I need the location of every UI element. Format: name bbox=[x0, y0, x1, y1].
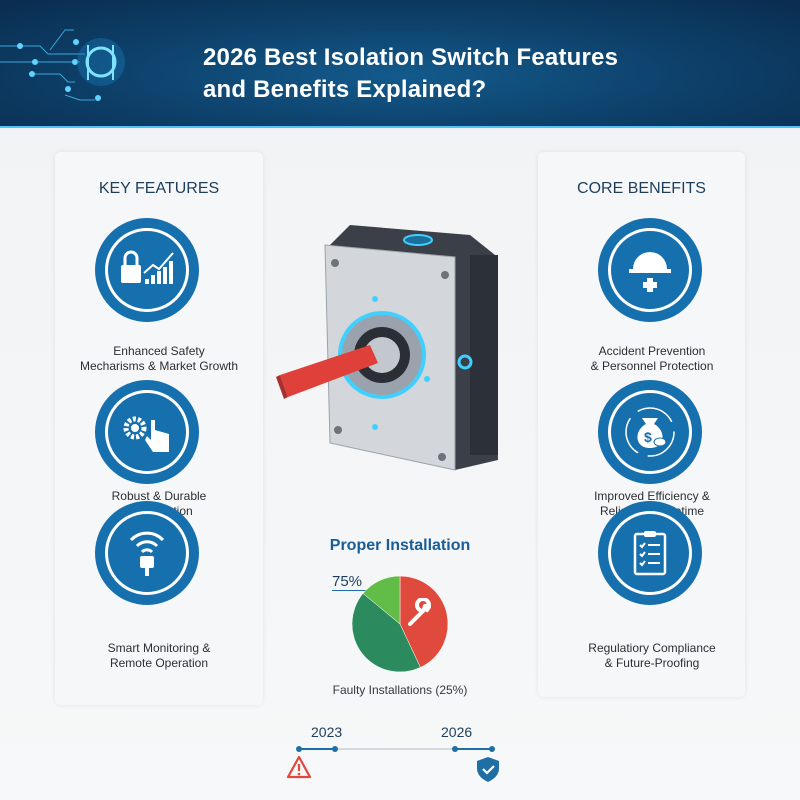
feature-label-1: Enhanced Safety Mecharisms & Market Growt… bbox=[79, 344, 239, 373]
feature-label-3: Smart Monitoring & Remote Operation bbox=[107, 641, 211, 670]
lock-growth-icon bbox=[95, 218, 199, 322]
key-features-card: KEY FEATURES Enhanced Safety Mecharisms &… bbox=[55, 152, 263, 705]
money-bag-leaf-icon: $ bbox=[598, 380, 702, 484]
timeline bbox=[286, 746, 499, 782]
gear-hand-icon bbox=[95, 380, 199, 484]
core-benefits-card: CORE BENEFITS Accident Prevention & Perso… bbox=[538, 152, 745, 697]
shield-check-icon bbox=[477, 757, 499, 782]
wrench-icon bbox=[408, 598, 432, 626]
pie-percent-label: 75% bbox=[332, 573, 373, 591]
hardhat-cross-icon bbox=[598, 218, 702, 322]
clipboard-checklist-icon bbox=[598, 501, 702, 605]
pie-slice-2 bbox=[351, 593, 421, 673]
benefit-label-1: Accident Prevention & Personnel Protectio… bbox=[590, 344, 714, 373]
key-features-title: KEY FEATURES bbox=[98, 180, 220, 197]
header-banner: 2026 Best Isolation Switch Features and B… bbox=[0, 0, 800, 128]
installation-pie-chart bbox=[351, 575, 449, 673]
pie-slice-3 bbox=[362, 575, 401, 625]
pie-slice-1 bbox=[399, 575, 449, 668]
benefit-label-3: Regulatiory Compliance & Future-Proofing bbox=[588, 641, 716, 670]
warning-icon bbox=[286, 755, 312, 779]
pie-title: Proper Installation bbox=[329, 537, 471, 554]
timeline-end-year: 2026 bbox=[441, 724, 473, 740]
circuit-icon bbox=[0, 29, 125, 101]
timeline-start-year: 2023 bbox=[311, 724, 343, 740]
pie-caption: Faulty Installations (25%) bbox=[332, 683, 468, 697]
title-line-1: 2026 Best Isolation Switch Features bbox=[203, 44, 619, 71]
core-benefits-title: CORE BENEFITS bbox=[577, 180, 706, 197]
wifi-plug-icon bbox=[95, 501, 199, 605]
isolation-switch-illustration bbox=[276, 225, 498, 471]
page-title: 2026 Best Isolation Switch Features and B… bbox=[203, 42, 618, 106]
title-line-2: and Benefits Explained? bbox=[203, 76, 487, 103]
